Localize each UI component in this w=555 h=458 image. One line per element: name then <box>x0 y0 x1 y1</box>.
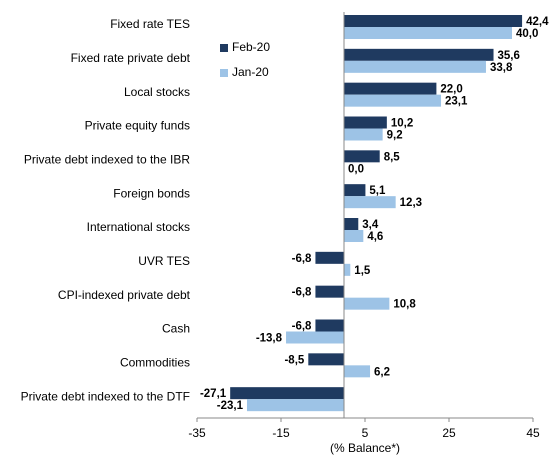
bar <box>230 387 344 400</box>
bar <box>344 150 380 163</box>
x-tick-label: 45 <box>526 426 540 440</box>
bar <box>344 60 486 73</box>
value-label: 1,5 <box>354 265 371 277</box>
category-label: Cash <box>162 322 190 336</box>
value-label: 10,8 <box>393 299 416 311</box>
bar <box>315 285 344 298</box>
value-label: 33,8 <box>490 62 513 74</box>
bar <box>344 48 494 61</box>
value-label: 40,0 <box>516 28 538 40</box>
value-label: -23,1 <box>217 400 244 412</box>
value-label: 5,1 <box>369 185 386 197</box>
value-label: -27,1 <box>200 388 227 400</box>
bar <box>344 365 371 378</box>
bar <box>344 94 442 107</box>
bar <box>308 353 344 366</box>
value-label: 3,4 <box>362 219 379 231</box>
value-label: 10,2 <box>391 118 413 130</box>
value-label: -6,8 <box>292 253 312 265</box>
value-label: 42,4 <box>526 16 549 28</box>
legend-label: Jan-20 <box>232 65 269 79</box>
category-label: CPI-indexed private debt <box>58 288 191 302</box>
category-label: UVR TES <box>138 254 190 268</box>
value-label: 22,0 <box>440 84 462 96</box>
category-label: Private equity funds <box>85 119 190 133</box>
bar <box>315 319 344 332</box>
category-label: Foreign bonds <box>113 186 190 200</box>
bar <box>286 331 344 344</box>
category-label: Commodities <box>120 355 190 369</box>
legend-swatch <box>220 44 228 52</box>
bar <box>344 297 390 310</box>
bar <box>344 263 351 276</box>
value-label: 6,2 <box>374 366 390 378</box>
bar <box>344 27 512 39</box>
bar <box>344 82 437 95</box>
x-tick-label: 25 <box>442 426 456 440</box>
value-label: 35,6 <box>498 50 520 62</box>
value-label: 4,6 <box>367 231 383 243</box>
legend-swatch <box>220 69 228 77</box>
category-label: Private debt indexed to the IBR <box>24 152 190 166</box>
value-label: 12,3 <box>400 197 422 209</box>
bar <box>246 399 344 412</box>
x-tick-label: 5 <box>362 426 369 440</box>
category-label: Fixed rate TES <box>110 17 190 31</box>
bar <box>344 230 364 242</box>
value-label: -6,8 <box>292 287 312 299</box>
value-label: -6,8 <box>292 321 312 333</box>
value-label: -8,5 <box>284 354 304 366</box>
value-label: 9,2 <box>387 130 403 142</box>
category-label: International stocks <box>87 220 190 234</box>
category-label: Private debt indexed to the DTF <box>21 389 190 403</box>
x-axis-label: (% Balance*) <box>330 441 400 455</box>
category-label: Fixed rate private debt <box>71 51 191 65</box>
bar <box>344 128 383 141</box>
bar <box>344 218 359 230</box>
value-label: 0,0 <box>348 163 364 175</box>
value-label: 23,1 <box>445 96 468 108</box>
legend-label: Feb-20 <box>232 40 270 54</box>
bar <box>344 184 366 197</box>
bar <box>315 251 344 264</box>
value-label: -13,8 <box>256 333 283 345</box>
bar <box>344 116 387 129</box>
category-label: Local stocks <box>124 85 190 99</box>
bar <box>344 196 396 209</box>
x-tick-label: -15 <box>272 426 290 440</box>
x-tick-label: -35 <box>188 426 206 440</box>
value-label: 8,5 <box>384 151 401 163</box>
bar <box>344 15 523 27</box>
